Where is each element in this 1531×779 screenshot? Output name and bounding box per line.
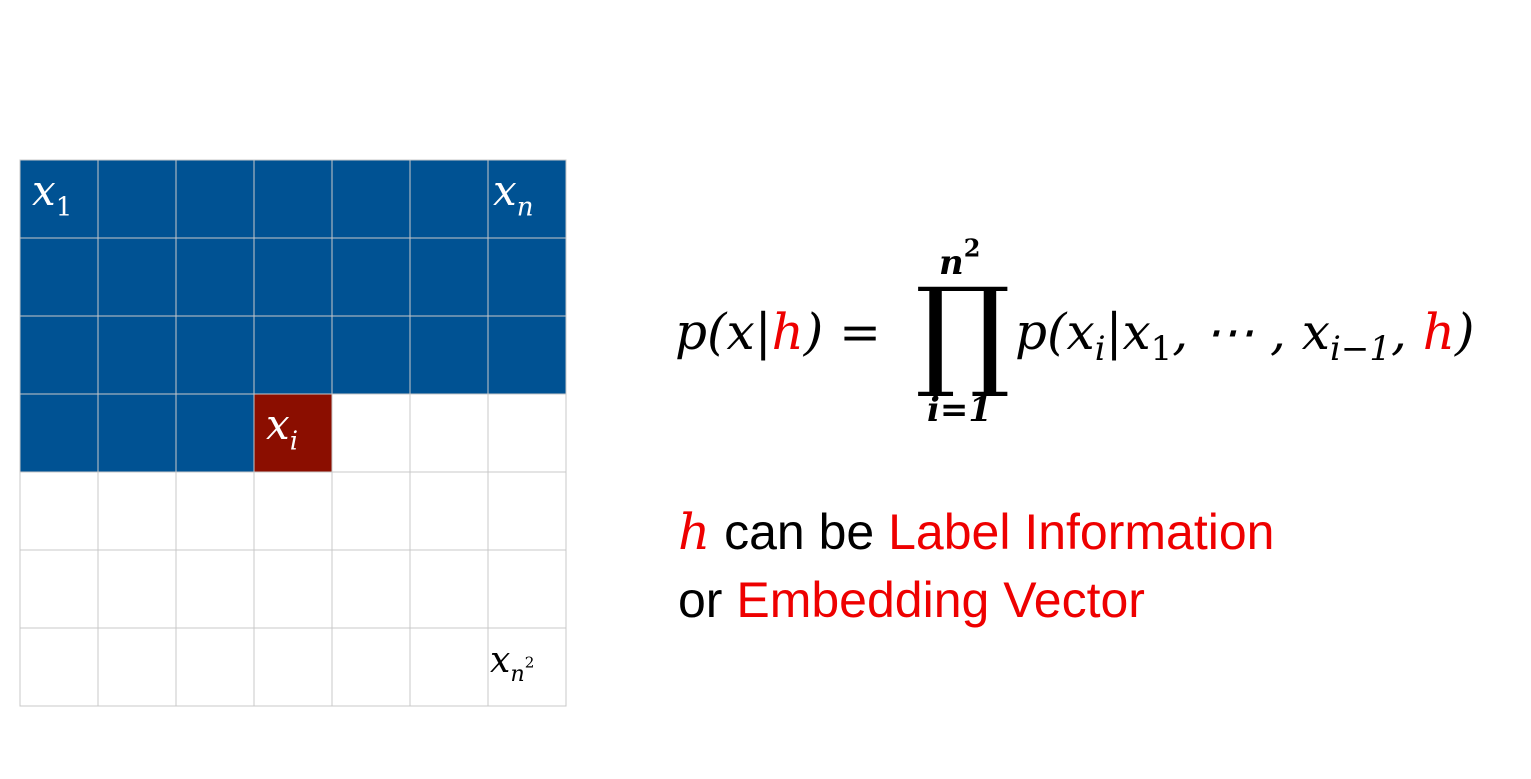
upper-limit-base: n [939, 243, 964, 283]
grid-cell [19, 159, 99, 239]
grid-cell [175, 159, 255, 239]
grid-cell [97, 315, 177, 395]
rhs-h: h [1422, 303, 1455, 361]
grid-cell [175, 627, 255, 707]
grid-cell [175, 393, 255, 473]
grid-cell [253, 471, 333, 551]
grid-cell [253, 159, 333, 239]
formula-upper-limit: n2 [939, 227, 980, 286]
grid-cell [409, 393, 489, 473]
grid-cell-current [253, 393, 333, 473]
pixel-grid: x1 xn xi xn2 [19, 159, 567, 707]
grid-cell [19, 393, 99, 473]
formula-lhs: p(x|h) = [675, 303, 881, 361]
label-xn2: xn2 [490, 640, 534, 687]
caption-line-2: or Embedding Vector [678, 566, 1274, 634]
grid-cell [409, 471, 489, 551]
caption-embedding-vector: Embedding Vector [736, 572, 1145, 628]
grid-cell [487, 315, 567, 395]
rhs-sub-1: 1 [1150, 329, 1173, 369]
autoregressive-formula: p(x|h) = n2 ∏ i=1 p(xi|x1, ⋯ , xi−1, h) [675, 225, 1515, 430]
formula-lhs-h: h [771, 303, 804, 361]
formula-rhs: p(xi|x1, ⋯ , xi−1, h) [1015, 303, 1474, 369]
grid-cell [19, 549, 99, 629]
grid-cell [331, 393, 411, 473]
grid-cell [409, 315, 489, 395]
grid-cell [409, 627, 489, 707]
caption-or: or [678, 572, 737, 628]
grid-cell [331, 159, 411, 239]
grid-cell [331, 237, 411, 317]
grid-cell [253, 549, 333, 629]
rhs-sub-i-minus-1: i−1 [1329, 329, 1391, 369]
upper-limit-exp: 2 [963, 233, 981, 263]
grid-cell [487, 237, 567, 317]
rhs-dots: , ⋯ , x [1172, 303, 1330, 361]
grid-cell [19, 471, 99, 551]
grid-cell [409, 159, 489, 239]
label-xn: xn [493, 166, 533, 223]
grid-labels: x1 xn xi xn2 [32, 166, 534, 687]
rhs-p: p(x [1015, 303, 1095, 361]
grid-cell [97, 237, 177, 317]
caption-h: h [678, 503, 711, 561]
grid-cell [331, 627, 411, 707]
grid-cell [253, 627, 333, 707]
grid-cell [19, 315, 99, 395]
grid-cell [97, 627, 177, 707]
rhs-comma: , [1390, 303, 1423, 361]
caption: h can be Label Information or Embedding … [678, 498, 1274, 634]
caption-label-information: Label Information [888, 504, 1275, 560]
grid-cell [175, 471, 255, 551]
grid-cell [97, 549, 177, 629]
rhs-bar-x: |x [1105, 303, 1151, 361]
grid-cell [487, 549, 567, 629]
grid-cell [331, 471, 411, 551]
grid-cell [175, 237, 255, 317]
grid-cell [331, 549, 411, 629]
label-xi: xi [266, 400, 298, 457]
rhs-close: ) [1454, 303, 1475, 361]
grid-cell [253, 237, 333, 317]
grid-cell [487, 627, 567, 707]
formula-lhs-p: p(x| [675, 303, 772, 361]
formula-lhs-close: ) = [803, 303, 882, 361]
caption-can-be: can be [710, 504, 889, 560]
grid-cell [19, 627, 99, 707]
rhs-sub-i: i [1094, 329, 1106, 369]
grid-cell [331, 315, 411, 395]
grid-cell [253, 315, 333, 395]
product-symbol: ∏ [915, 263, 1011, 402]
grid-cell [19, 237, 99, 317]
grid-cell [175, 549, 255, 629]
caption-line-1: h can be Label Information [678, 498, 1274, 566]
grid-cell [175, 315, 255, 395]
grid-cell [487, 393, 567, 473]
grid-cell [409, 549, 489, 629]
formula-lower-limit: i=1 [927, 390, 993, 430]
grid-cell [97, 393, 177, 473]
grid-cell [97, 159, 177, 239]
grid-cell [487, 471, 567, 551]
grid-cell [409, 237, 489, 317]
grid-cell [97, 471, 177, 551]
grid-cells [19, 159, 567, 707]
label-x1: x1 [32, 166, 72, 223]
